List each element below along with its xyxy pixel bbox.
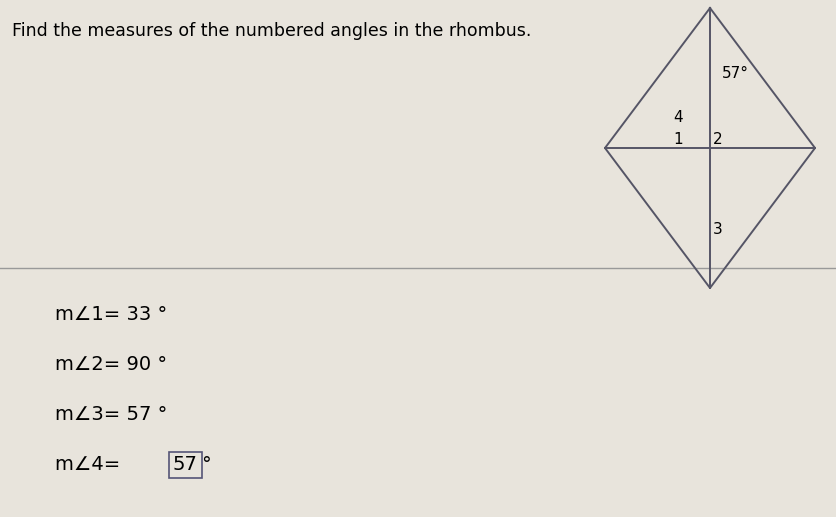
Text: 2: 2 [713, 132, 723, 147]
Text: 57: 57 [173, 455, 198, 475]
Text: m∠2= 90 °: m∠2= 90 ° [55, 356, 167, 374]
Text: m∠1= 33 °: m∠1= 33 ° [55, 306, 167, 325]
Text: 57°: 57° [722, 66, 749, 81]
Text: 3: 3 [713, 222, 723, 237]
Text: 4: 4 [673, 111, 683, 126]
Text: m∠4=: m∠4= [55, 455, 126, 475]
Text: m∠3= 57 °: m∠3= 57 ° [55, 405, 167, 424]
Text: 1: 1 [673, 132, 683, 147]
Text: °: ° [201, 455, 211, 475]
Text: Find the measures of the numbered angles in the rhombus.: Find the measures of the numbered angles… [12, 22, 532, 40]
